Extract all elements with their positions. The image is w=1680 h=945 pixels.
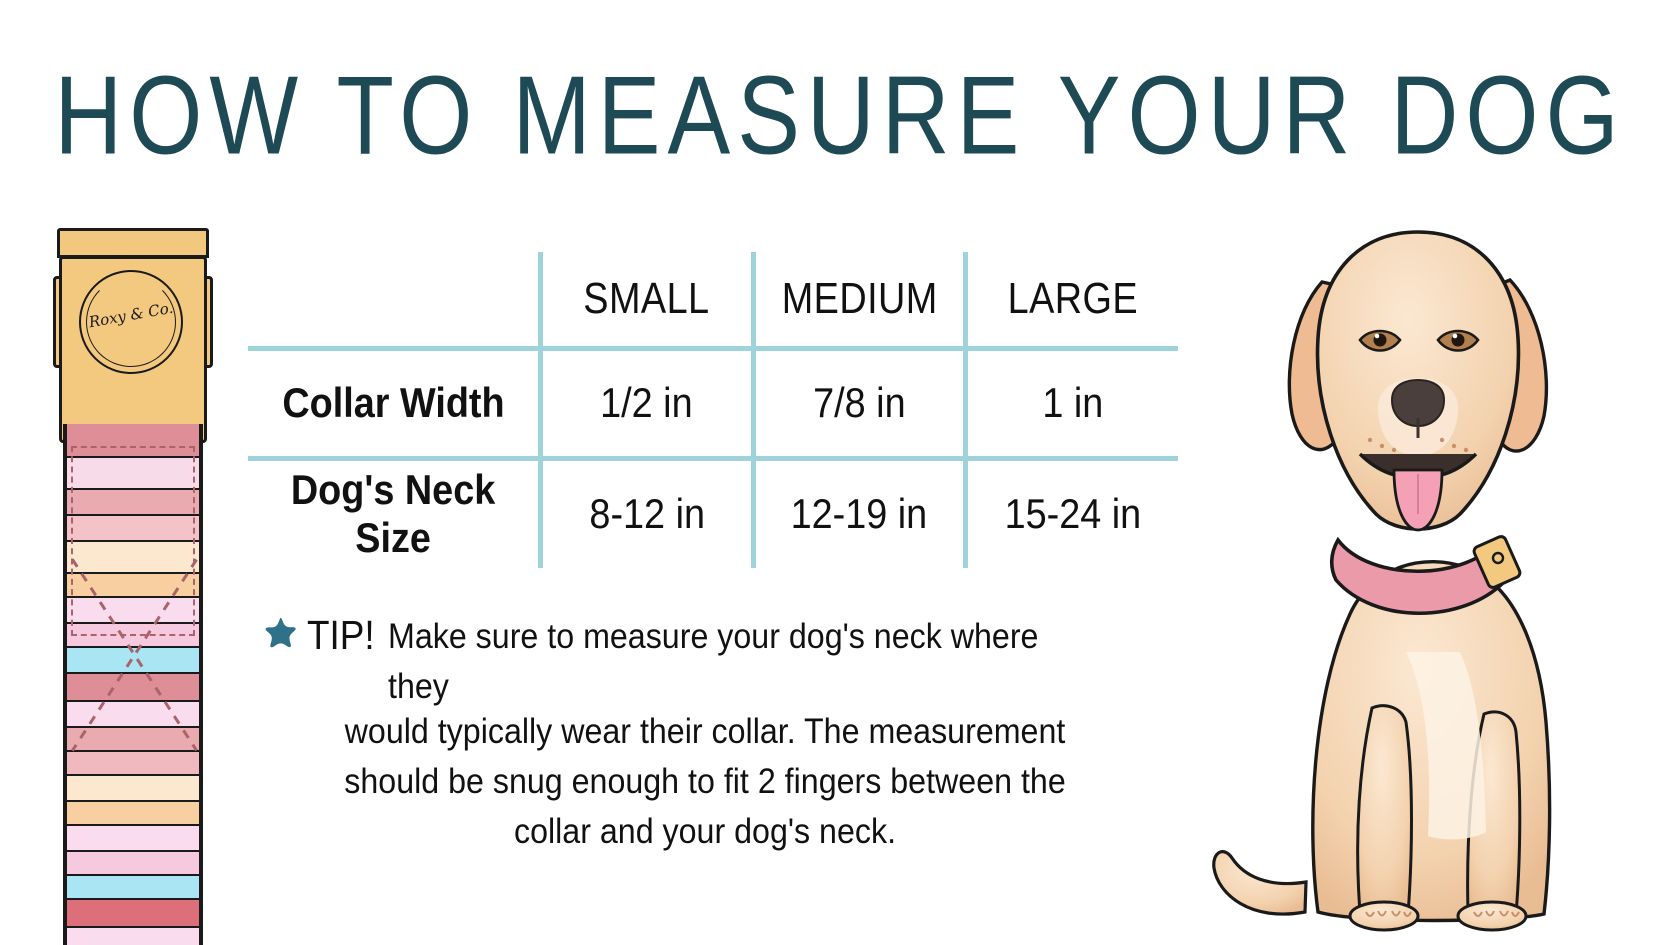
dog-paw-left (1348, 900, 1420, 932)
cell-neck-size-large: 15-24 in (963, 455, 1178, 568)
dog-whisker-dots (1367, 437, 1469, 453)
collar-stripe (67, 802, 199, 826)
cell-neck-size-medium: 12-19 in (750, 455, 966, 568)
cell-value: 12-19 in (790, 490, 928, 538)
cell-collar-width-medium: 7/8 in (750, 345, 966, 458)
cell-collar-width-small: 1/2 in (538, 345, 754, 458)
buckle-ring-inner (86, 277, 176, 367)
collar-stripe (67, 928, 199, 945)
collar-stripe (67, 826, 199, 852)
star-icon (265, 617, 299, 651)
tip-section: TIP! Make sure to measure your dog's nec… (265, 612, 1145, 856)
collar-stripe (67, 424, 199, 458)
row-label-text: Dog's Neck Size (290, 466, 496, 562)
cell-value: 7/8 in (813, 379, 906, 426)
cell-value: 1/2 in (600, 379, 694, 426)
collar-stripe (67, 624, 199, 648)
dog-chest (1406, 652, 1486, 840)
table-corner-cell (248, 252, 541, 348)
tip-line-1: Make sure to measure your dog's neck whe… (388, 617, 1039, 706)
cell-neck-size-small: 8-12 in (538, 455, 754, 568)
collar-stripe (67, 490, 199, 516)
cell-collar-width-large: 1 in (963, 345, 1178, 458)
column-header-small-label: SMALL (583, 273, 710, 323)
collar-stripe (67, 752, 199, 776)
column-header-small: SMALL (538, 252, 754, 348)
row-label-text: Collar Width (281, 379, 505, 426)
table-row: Collar Width 1/2 in 7/8 in 1 in (248, 345, 1178, 458)
buckle-top-bar (57, 228, 209, 258)
collar-buckle: Roxy & Co. (53, 228, 213, 443)
tip-label: TIP! (307, 612, 375, 658)
collar-stripe (67, 876, 199, 900)
dog-nose (1390, 378, 1446, 428)
dog-eyes (1358, 329, 1480, 352)
table-header-row: SMALL MEDIUM LARGE (248, 252, 1178, 348)
dog-paw-toes (1365, 910, 1520, 917)
dog-paw-right (1456, 900, 1528, 932)
page-title: HOW TO MEASURE YOUR DOG (54, 53, 1626, 178)
tip-first-row: TIP! Make sure to measure your dog's nec… (265, 612, 1145, 711)
collar-strap (63, 424, 203, 945)
dog-front-leg-left (1356, 704, 1413, 916)
collar-stripe (67, 776, 199, 802)
collar-stripe (67, 542, 199, 574)
column-header-large: LARGE (963, 252, 1178, 348)
row-label-neck-size: Dog's Neck Size (248, 455, 541, 568)
cell-value: 15-24 in (1004, 490, 1142, 538)
collar-stripe (67, 674, 199, 702)
cell-value: 1 in (1042, 379, 1104, 426)
column-header-medium-label: MEDIUM (781, 273, 938, 323)
collar-stripe (67, 516, 199, 542)
tip-line-3: should be snug enough to fit 2 fingers b… (344, 762, 1066, 802)
cell-value: 8-12 in (589, 490, 705, 538)
tip-line-2: would typically wear their collar. The m… (344, 712, 1066, 752)
row-label-collar-width: Collar Width (248, 345, 541, 458)
collar-illustration: Roxy & Co. (45, 228, 220, 945)
collar-stripe (67, 900, 199, 928)
dog-collar-buckle-ring (1491, 551, 1505, 565)
column-header-medium: MEDIUM (750, 252, 966, 348)
dog-tail (1212, 850, 1308, 916)
collar-stripe (67, 458, 199, 490)
column-header-large-label: LARGE (1007, 273, 1139, 323)
collar-stripe (67, 598, 199, 624)
table-row: Dog's Neck Size 8-12 in 12-19 in 15-24 i… (248, 455, 1178, 568)
dog-illustration (1210, 222, 1630, 945)
collar-stripe (67, 852, 199, 876)
collar-stripe (67, 728, 199, 752)
tip-line-4: collar and your dog's neck. (513, 811, 897, 851)
size-chart-table: SMALL MEDIUM LARGE Collar Width 1/2 in (248, 252, 1178, 570)
buckle-ring-outer (79, 270, 183, 374)
